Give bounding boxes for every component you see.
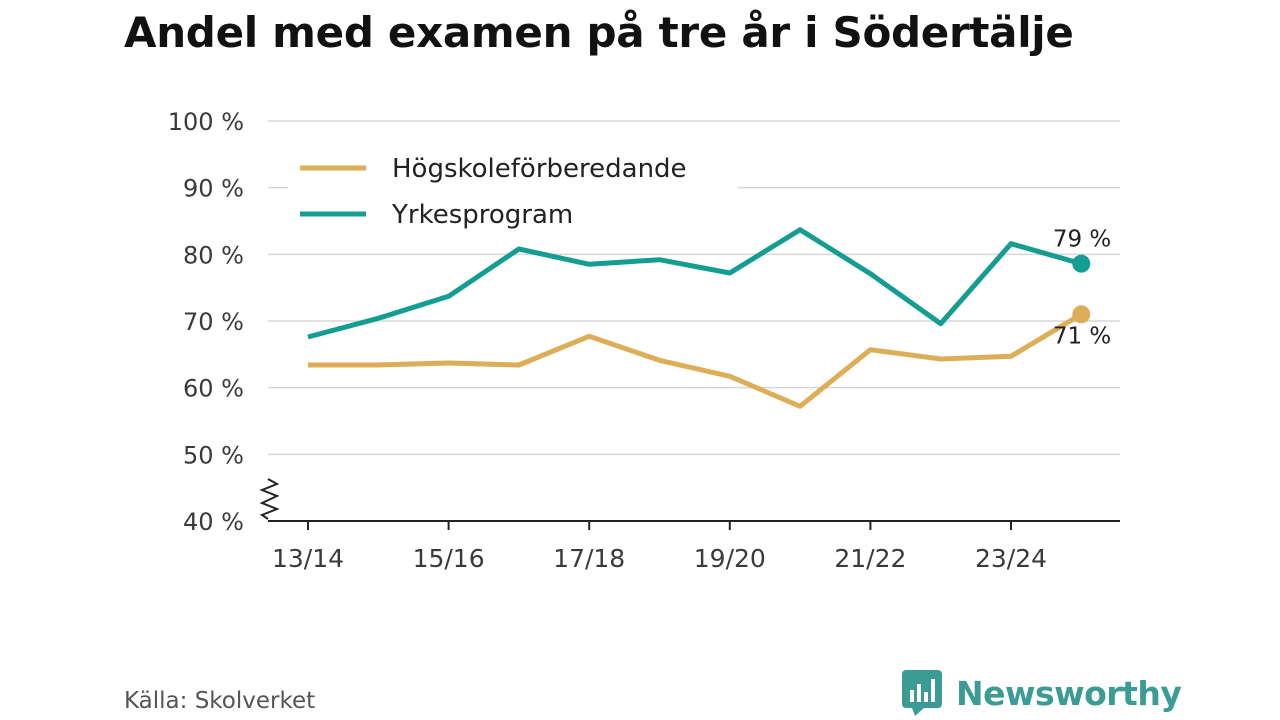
y-axis-ticks: 40 % 50 % 60 % 70 % 80 % 90 % 100 % — [168, 108, 244, 536]
x-tick-label: 19/20 — [694, 544, 766, 573]
y-tick-label: 60 % — [183, 375, 244, 403]
series-line-hogskole — [308, 312, 1083, 409]
x-tick-label: 21/22 — [834, 544, 906, 573]
y-tick-label: 100 % — [168, 108, 244, 136]
legend-background — [288, 142, 738, 238]
axis-break-icon — [259, 478, 280, 520]
x-tick-label: 17/18 — [553, 544, 625, 573]
y-tick-label: 90 % — [183, 175, 244, 203]
source-note: Källa: Skolverket — [124, 688, 316, 714]
legend: Högskoleförberedande Yrkesprogram — [288, 142, 738, 238]
brand-logo: Newsworthy — [902, 670, 1182, 716]
legend-label-yrke: Yrkesprogram — [391, 200, 573, 230]
brand-name: Newsworthy — [956, 673, 1182, 713]
y-tick-label: 40 % — [183, 508, 244, 536]
x-tick-label: 23/24 — [975, 544, 1047, 573]
end-label-yrke: 79 % — [1053, 227, 1111, 253]
grid-lines — [268, 120, 1120, 456]
end-labels: 71 % 79 % — [1053, 227, 1111, 350]
chart-title: Andel med examen på tre år i Södertälje — [124, 8, 1074, 57]
series-lines — [307, 227, 1091, 409]
x-axis: 13/14 15/16 17/18 19/20 21/22 23/24 — [259, 478, 1120, 573]
y-tick-label: 70 % — [183, 308, 244, 336]
y-tick-label: 80 % — [183, 241, 244, 269]
end-point-hogskole — [1072, 305, 1091, 324]
legend-label-hogskole: Högskoleförberedande — [392, 154, 687, 184]
end-label-hogskole: 71 % — [1053, 323, 1111, 349]
y-tick-label: 50 % — [183, 441, 244, 469]
x-tick-label: 15/16 — [413, 544, 485, 573]
x-tick-label: 13/14 — [272, 544, 344, 573]
end-point-yrke — [1072, 254, 1091, 273]
newsworthy-logo-icon — [902, 670, 942, 716]
series-line-yrke — [307, 227, 1082, 340]
